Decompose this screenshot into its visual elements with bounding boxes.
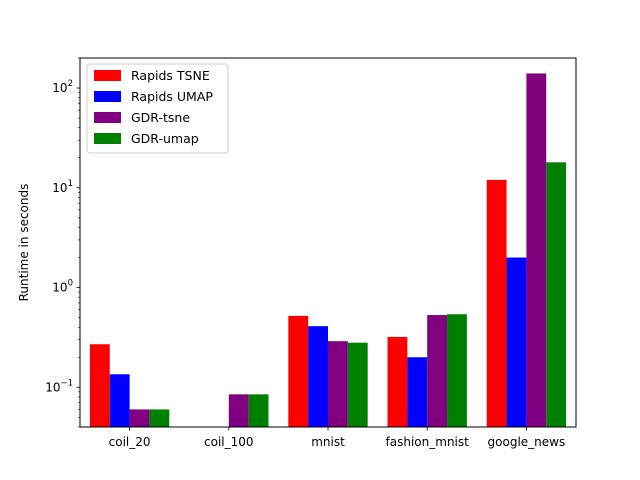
bar-gdr-umap-coil-100 [248, 394, 269, 427]
bar-rapids-umap-google-news [506, 257, 527, 427]
legend-label-rapids-umap: Rapids UMAP [131, 89, 213, 104]
y-axis-label: Runtime in seconds [17, 184, 31, 302]
x-tick-label: fashion_mnist [386, 435, 470, 449]
plot-frame [79, 57, 577, 428]
legend-label-rapids-tsne: Rapids TSNE [131, 68, 210, 83]
bar-gdr-umap-mnist [347, 342, 368, 427]
x-tick-label: google_news [488, 435, 566, 449]
bar-gdr-umap-coil-20 [149, 409, 170, 427]
legend-label-gdr-umap: GDR-umap [131, 131, 199, 146]
x-tick-label: coil_100 [204, 435, 254, 449]
bar-rapids-tsne-mnist [288, 315, 309, 427]
bar-gdr-tsne-fashion-mnist [427, 315, 448, 427]
x-tick-label: coil_20 [109, 435, 151, 449]
legend-swatch-gdr-umap [94, 133, 121, 144]
x-ticks-group: coil_20 coil_100 mnist fashion_mnist google_… [109, 427, 566, 449]
legend-label-gdr-tsne: GDR-tsne [131, 110, 190, 125]
legend-swatch-rapids-tsne [94, 70, 121, 81]
legend: Rapids TSNE Rapids UMAP GDR-tsne GDR-umap [86, 63, 229, 154]
bar-rapids-umap-fashion-mnist [407, 357, 428, 427]
bar-rapids-umap-coil-20 [109, 374, 130, 427]
bar-rapids-tsne-coil-20 [89, 344, 110, 427]
bar-gdr-tsne-mnist [328, 341, 348, 427]
bar-gdr-tsne-coil-100 [228, 394, 249, 427]
y-tick-label: 102 [52, 79, 73, 95]
bar-gdr-tsne-google-news [526, 73, 547, 427]
legend-swatch-gdr-tsne [94, 112, 121, 123]
y-tick-label: 101 [52, 179, 73, 195]
bar-gdr-umap-google-news [546, 162, 567, 427]
legend-box [86, 63, 229, 154]
y-ticks-group: 10−1 100 101 102 [45, 57, 80, 428]
bars-group [89, 73, 567, 427]
bar-gdr-tsne-coil-20 [129, 409, 150, 427]
bar-rapids-tsne-google-news [486, 179, 507, 427]
legend-swatch-rapids-umap [94, 91, 121, 102]
bar-rapids-umap-mnist [308, 326, 328, 427]
x-tick-label: mnist [311, 435, 345, 449]
bar-gdr-umap-fashion-mnist [447, 314, 467, 427]
y-tick-label: 100 [52, 279, 73, 295]
y-tick-label: 10−1 [45, 378, 73, 394]
bar-rapids-tsne-fashion-mnist [387, 336, 408, 427]
